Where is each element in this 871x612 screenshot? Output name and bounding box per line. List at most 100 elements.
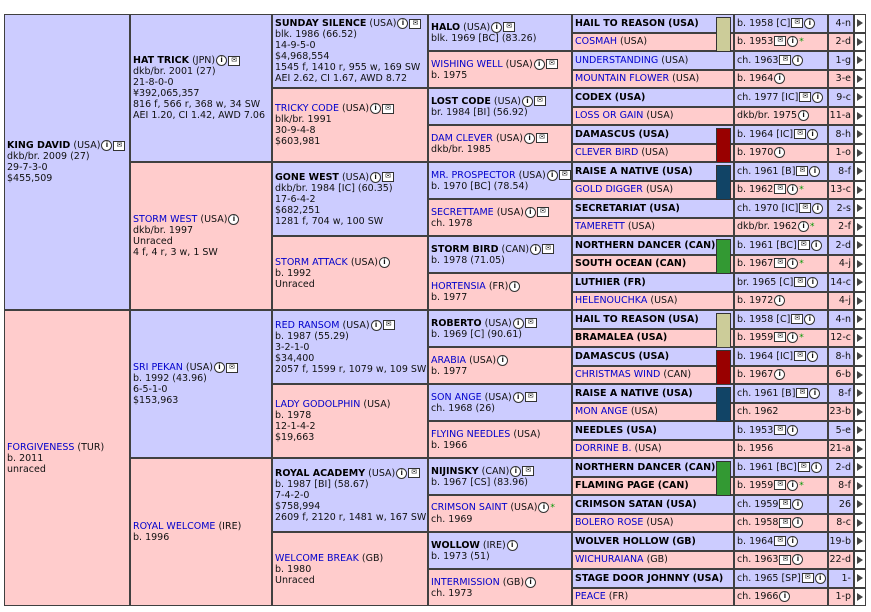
- info-icon[interactable]: i: [378, 256, 390, 268]
- expand-button[interactable]: [854, 14, 866, 33]
- expand-button[interactable]: [854, 310, 866, 329]
- email-icon[interactable]: ✉: [524, 318, 537, 328]
- info-icon[interactable]: i: [792, 554, 804, 566]
- horse-name-link[interactable]: LOST CODE: [431, 95, 491, 107]
- expand-button[interactable]: [854, 291, 866, 310]
- info-icon[interactable]: i: [774, 147, 786, 159]
- horse-name-link[interactable]: FORGIVENESS: [7, 441, 75, 453]
- expand-button[interactable]: [854, 273, 866, 292]
- horse-name-link[interactable]: DORRINE B.: [575, 443, 632, 455]
- email-icon[interactable]: ✉: [533, 96, 546, 106]
- horse-name-link[interactable]: WOLLOW: [431, 539, 480, 551]
- info-icon[interactable]: i: [370, 103, 382, 114]
- info-icon[interactable]: i: [787, 424, 799, 436]
- horse-name-link[interactable]: FLAMING PAGE: [575, 480, 655, 492]
- info-icon[interactable]: i: [810, 461, 822, 473]
- info-icon[interactable]: i: [512, 317, 524, 329]
- info-icon[interactable]: i: [521, 95, 533, 107]
- horse-name-link[interactable]: GONE WEST: [275, 171, 339, 183]
- horse-name-link[interactable]: ROBERTO: [431, 317, 482, 329]
- expand-button[interactable]: [854, 532, 866, 551]
- email-icon[interactable]: ✉: [524, 392, 537, 402]
- horse-name-link[interactable]: HAIL TO REASON: [575, 17, 666, 29]
- email-icon[interactable]: ✉: [797, 240, 810, 251]
- email-icon[interactable]: ✉: [779, 499, 792, 510]
- horse-name-link[interactable]: HORTENSIA: [431, 280, 486, 292]
- email-icon[interactable]: ✉: [779, 554, 792, 565]
- email-icon[interactable]: ✉: [409, 18, 422, 29]
- expand-button[interactable]: [854, 476, 866, 495]
- info-icon[interactable]: i: [509, 280, 521, 292]
- expand-button[interactable]: [854, 162, 866, 181]
- info-icon[interactable]: i: [497, 354, 509, 366]
- info-icon[interactable]: i: [787, 35, 799, 47]
- horse-name-link[interactable]: CHRISTMAS WIND: [575, 369, 661, 381]
- horse-name-link[interactable]: MR. PROSPECTOR: [431, 169, 516, 181]
- expand-button[interactable]: [854, 236, 866, 255]
- info-icon[interactable]: i: [512, 391, 524, 403]
- info-icon[interactable]: i: [228, 214, 240, 225]
- horse-name-link[interactable]: DAMASCUS: [575, 128, 636, 140]
- horse-name-link[interactable]: ROYAL ACADEMY: [275, 467, 366, 479]
- email-icon[interactable]: ✉: [799, 203, 812, 214]
- email-icon[interactable]: ✉: [542, 244, 555, 254]
- horse-name-link[interactable]: LUTHIER: [575, 276, 621, 288]
- email-icon[interactable]: ✉: [545, 59, 558, 69]
- info-icon[interactable]: i: [787, 183, 799, 195]
- email-icon[interactable]: ✉: [794, 129, 807, 140]
- horse-name-link[interactable]: MOUNTAIN FLOWER: [575, 73, 670, 85]
- info-icon[interactable]: i: [787, 535, 799, 547]
- horse-name-link[interactable]: RAISE A NATIVE: [575, 165, 659, 177]
- horse-name-link[interactable]: LOSS OR GAIN: [575, 110, 644, 122]
- expand-button[interactable]: [854, 69, 866, 88]
- info-icon[interactable]: i: [807, 276, 819, 288]
- horse-name-link[interactable]: DAMASCUS: [575, 350, 636, 362]
- email-icon[interactable]: ✉: [408, 468, 421, 478]
- info-icon[interactable]: i: [370, 171, 382, 183]
- email-icon[interactable]: ✉: [791, 314, 804, 325]
- email-icon[interactable]: ✉: [774, 36, 787, 47]
- info-icon[interactable]: i: [538, 502, 550, 513]
- expand-button[interactable]: [854, 217, 866, 236]
- info-icon[interactable]: i: [787, 331, 799, 343]
- info-icon[interactable]: i: [798, 110, 810, 122]
- horse-name-link[interactable]: WISHING WELL: [431, 58, 503, 70]
- info-icon[interactable]: i: [396, 467, 408, 479]
- email-icon[interactable]: ✉: [774, 480, 787, 491]
- email-icon[interactable]: ✉: [382, 103, 395, 114]
- email-icon[interactable]: ✉: [779, 517, 792, 528]
- info-icon[interactable]: i: [787, 257, 799, 269]
- horse-name-link[interactable]: WICHURAIANA: [575, 554, 644, 566]
- info-icon[interactable]: i: [101, 140, 113, 151]
- info-icon[interactable]: i: [774, 295, 786, 307]
- expand-button[interactable]: [854, 125, 866, 144]
- expand-button[interactable]: [854, 51, 866, 70]
- info-icon[interactable]: i: [546, 169, 558, 181]
- email-icon[interactable]: ✉: [779, 55, 792, 66]
- expand-button[interactable]: [854, 347, 866, 366]
- email-icon[interactable]: ✉: [503, 22, 516, 32]
- horse-name-link[interactable]: CRIMSON SAINT: [431, 502, 508, 513]
- info-icon[interactable]: i: [524, 132, 536, 144]
- horse-name-link[interactable]: SRI PEKAN: [133, 362, 183, 373]
- info-icon[interactable]: i: [809, 387, 821, 399]
- email-icon[interactable]: ✉: [536, 133, 549, 143]
- expand-button[interactable]: [854, 495, 866, 514]
- horse-name-link[interactable]: ARABIA: [431, 354, 467, 366]
- expand-button[interactable]: [854, 88, 866, 107]
- info-icon[interactable]: i: [804, 17, 816, 29]
- horse-name-link[interactable]: CLEVER BIRD: [575, 147, 639, 159]
- info-icon[interactable]: i: [812, 202, 824, 214]
- info-icon[interactable]: i: [530, 243, 542, 255]
- expand-button[interactable]: [854, 254, 866, 273]
- horse-name-link[interactable]: KING DAVID: [7, 140, 71, 151]
- email-icon[interactable]: ✉: [113, 140, 126, 151]
- horse-name-link[interactable]: SON ANGE: [431, 391, 482, 403]
- email-icon[interactable]: ✉: [774, 258, 787, 269]
- info-icon[interactable]: i: [774, 369, 786, 381]
- horse-name-link[interactable]: TRICKY CODE: [275, 103, 339, 114]
- expand-button[interactable]: [854, 199, 866, 218]
- horse-name-link[interactable]: STAGE DOOR JOHNNY: [575, 572, 690, 584]
- info-icon[interactable]: i: [807, 350, 819, 362]
- horse-name-link[interactable]: UNDERSTANDING: [575, 54, 659, 66]
